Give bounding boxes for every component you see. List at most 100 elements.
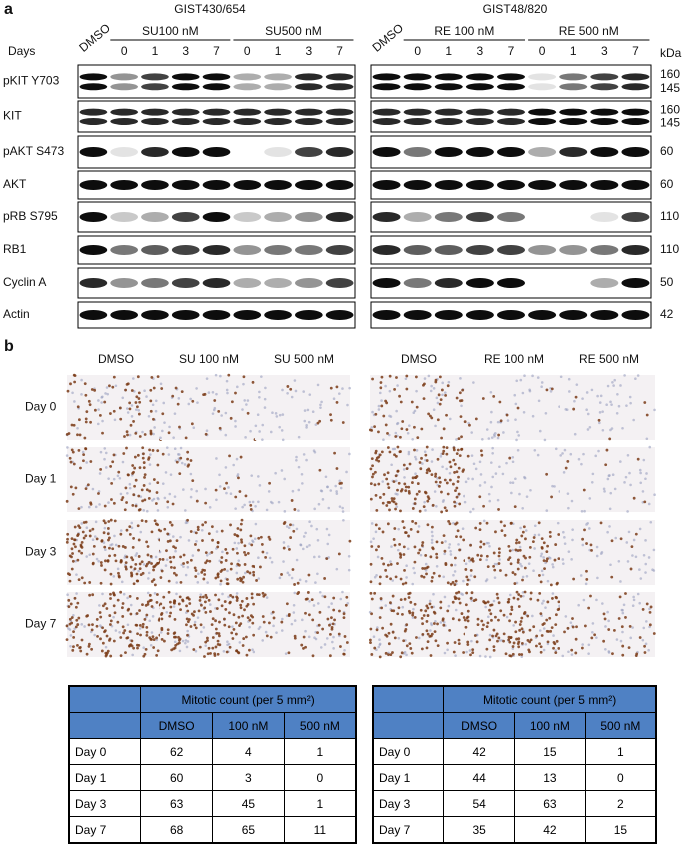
cell xyxy=(443,651,447,655)
cell xyxy=(219,374,222,378)
stained-nucleus xyxy=(479,540,483,544)
stained-nucleus xyxy=(392,497,396,501)
day-label: 1 xyxy=(445,44,452,58)
stained-nucleus xyxy=(509,612,513,616)
cell xyxy=(612,384,615,387)
stained-nucleus xyxy=(167,579,171,583)
cell xyxy=(226,391,229,395)
stained-nucleus xyxy=(150,638,153,641)
stained-nucleus xyxy=(458,391,462,395)
stained-nucleus xyxy=(604,463,608,467)
cell xyxy=(122,592,126,596)
cell xyxy=(85,461,88,464)
stained-nucleus xyxy=(404,489,408,493)
row-label: Day 1 xyxy=(68,764,142,791)
stained-nucleus xyxy=(539,650,543,654)
stained-nucleus xyxy=(473,575,477,579)
stained-nucleus xyxy=(240,599,244,603)
stained-nucleus xyxy=(517,640,521,644)
stained-nucleus xyxy=(235,649,238,653)
stained-nucleus xyxy=(285,602,289,606)
stained-nucleus xyxy=(108,554,111,558)
blot-band xyxy=(110,117,139,125)
stained-nucleus xyxy=(156,561,160,565)
cell xyxy=(514,402,518,406)
cell xyxy=(167,453,171,456)
cell xyxy=(518,492,521,496)
blot-band xyxy=(559,245,588,255)
stained-nucleus xyxy=(124,486,128,490)
stained-nucleus xyxy=(263,593,267,597)
cell xyxy=(195,387,198,390)
stained-nucleus xyxy=(510,605,514,609)
cell xyxy=(424,509,427,512)
cell xyxy=(280,469,284,472)
cell xyxy=(644,642,648,646)
stained-nucleus xyxy=(111,460,115,464)
stained-nucleus xyxy=(387,631,391,635)
cell xyxy=(332,397,336,401)
cell xyxy=(286,391,289,395)
stained-nucleus xyxy=(375,508,379,512)
cell xyxy=(272,624,275,628)
cell xyxy=(87,505,91,509)
cell xyxy=(484,655,487,658)
cell xyxy=(148,482,152,485)
stained-nucleus xyxy=(69,602,73,606)
cell xyxy=(611,381,614,384)
cell xyxy=(433,490,437,493)
stained-nucleus xyxy=(88,529,92,533)
cell xyxy=(582,452,585,456)
stained-nucleus xyxy=(133,455,137,459)
stained-nucleus xyxy=(328,654,332,658)
column-label: DMSO xyxy=(98,352,134,366)
stained-nucleus xyxy=(152,646,156,649)
cell xyxy=(96,422,100,426)
stained-nucleus xyxy=(71,559,75,563)
blot-band xyxy=(141,278,169,288)
stained-nucleus xyxy=(117,544,121,548)
stained-nucleus xyxy=(557,557,561,561)
cell xyxy=(513,393,517,397)
stained-nucleus xyxy=(504,652,508,656)
stained-nucleus xyxy=(252,573,256,577)
stained-nucleus xyxy=(398,542,402,546)
stained-nucleus xyxy=(371,472,375,476)
stained-nucleus xyxy=(116,598,120,602)
blot-band xyxy=(110,73,139,81)
stained-nucleus xyxy=(641,608,645,611)
stained-nucleus xyxy=(91,623,94,627)
cell xyxy=(645,472,648,475)
stained-nucleus xyxy=(410,400,414,404)
stained-nucleus xyxy=(438,375,442,379)
stained-nucleus xyxy=(160,626,164,630)
stained-nucleus xyxy=(335,385,339,389)
kda-value: 160 xyxy=(660,102,680,116)
stained-nucleus xyxy=(520,627,524,631)
cell xyxy=(423,450,427,454)
stained-nucleus xyxy=(445,452,449,456)
blot-band xyxy=(233,212,262,222)
cell xyxy=(130,415,134,418)
cell xyxy=(439,621,443,624)
cell xyxy=(619,460,622,463)
stained-nucleus xyxy=(160,637,164,641)
stained-nucleus xyxy=(173,635,176,639)
cell xyxy=(295,558,299,562)
stained-nucleus xyxy=(381,626,385,630)
stained-nucleus xyxy=(106,527,110,530)
cell xyxy=(485,558,488,562)
cell xyxy=(607,619,610,623)
stained-nucleus xyxy=(105,634,109,638)
stained-nucleus xyxy=(160,569,164,573)
cell xyxy=(414,472,417,475)
cell xyxy=(434,619,437,623)
stained-nucleus xyxy=(585,569,588,573)
stained-nucleus xyxy=(624,592,627,595)
stained-nucleus xyxy=(103,568,107,572)
stained-nucleus xyxy=(507,638,511,642)
stained-nucleus xyxy=(449,582,453,586)
stained-nucleus xyxy=(138,400,142,404)
stained-nucleus xyxy=(378,582,382,586)
blot-band xyxy=(621,180,650,190)
